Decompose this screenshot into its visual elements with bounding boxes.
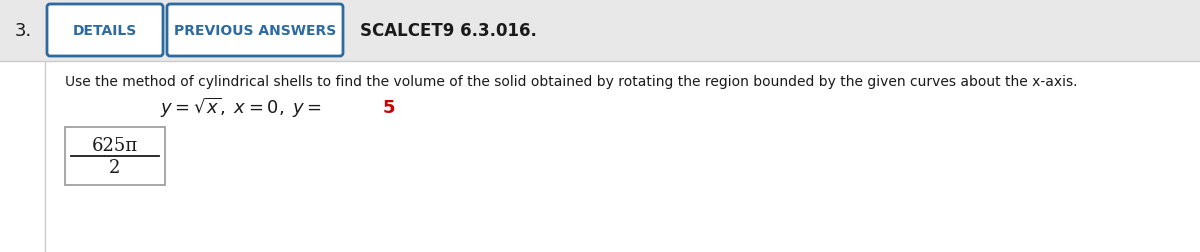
Text: PREVIOUS ANSWERS: PREVIOUS ANSWERS [174,24,336,38]
FancyBboxPatch shape [65,128,166,185]
Text: $y = \sqrt{x},\; x = 0,\; y = $: $y = \sqrt{x},\; x = 0,\; y = $ [160,96,322,119]
Text: Use the method of cylindrical shells to find the volume of the solid obtained by: Use the method of cylindrical shells to … [65,75,1078,89]
Bar [0,0,1200,62]
Text: SCALCET9 6.3.016.: SCALCET9 6.3.016. [360,22,536,40]
Bar [0,62,1200,252]
Text: $\mathbf{5}$: $\mathbf{5}$ [382,99,395,116]
Text: 3.: 3. [14,22,32,40]
Text: DETAILS: DETAILS [73,24,137,38]
FancyBboxPatch shape [167,5,343,57]
FancyBboxPatch shape [47,5,163,57]
Text: 625π: 625π [92,137,138,154]
Text: 2: 2 [109,158,121,176]
